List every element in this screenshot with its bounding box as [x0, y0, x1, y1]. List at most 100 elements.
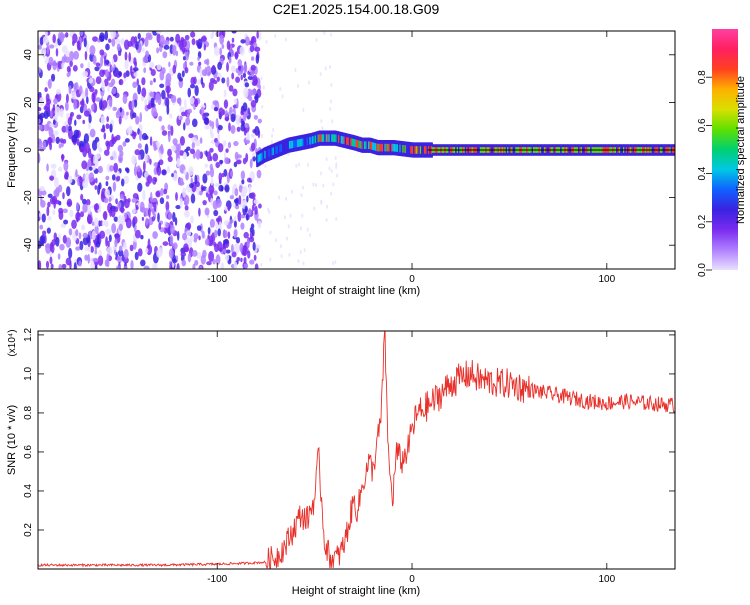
spectrogram-speckle-cell: [187, 253, 192, 263]
spectrogram-speckle-cell: [114, 238, 118, 248]
spectrogram-speckle-cell: [215, 217, 221, 223]
spectrogram-speckle-cell: [199, 265, 203, 269]
spectrogram-speckle-cell: [135, 204, 139, 210]
spectrogram-speckle-cell: [82, 236, 89, 246]
spectrogram-speckle-cell: [74, 119, 77, 126]
spectrogram-speckle-cell: [96, 141, 101, 150]
spectrogram-speckle-cell: [157, 212, 160, 223]
spectrogram-speckle-cell: [39, 112, 46, 119]
spectrogram-speckle-cell: [149, 61, 155, 69]
spectrogram-speckle-cell: [46, 206, 50, 217]
spectrogram-speckle-cell: [243, 231, 249, 239]
snr-x-tick-label: -100: [207, 574, 227, 585]
spectrogram-speckle-cell: [233, 140, 239, 147]
spectrogram-speckle-cell: [230, 244, 234, 254]
spectrogram-ridge-core: [282, 143, 285, 152]
spectrogram-speckle-cell: [111, 174, 116, 181]
spectrogram-speckle-cell: [66, 72, 70, 78]
spectrogram-speckle-cell: [182, 232, 188, 241]
spectrogram-speckle-cell: [53, 97, 58, 105]
spectrogram-speckle-cell: [85, 199, 91, 206]
spectrogram-speckle-cell: [110, 31, 116, 39]
spectrogram-ridge-core: [332, 134, 335, 142]
spectrogram-speckle-cell: [162, 51, 168, 59]
spectrogram-speckle-cell: [225, 148, 229, 153]
spectrogram-speckle-cell: [240, 257, 243, 263]
spectrogram-ridge-core: [384, 143, 387, 152]
spectrogram-speckle-cell: [237, 65, 242, 71]
spectrogram-speckle-cell: [103, 132, 107, 140]
spectrogram-speckle-cell: [157, 95, 162, 106]
snr-series-line: [38, 331, 675, 569]
spectrogram-speckle-cell: [268, 209, 271, 214]
spectrogram-speckle-cell: [153, 143, 157, 152]
spectrogram-speckle-cell: [299, 226, 302, 231]
spectrogram-speckle-cell: [93, 203, 100, 211]
spectrogram-speckle-cell: [38, 44, 42, 50]
spectrogram-ridge-core: [389, 143, 393, 152]
spectrogram-speckle-cell: [85, 142, 90, 154]
spectrogram-speckle-cell: [155, 190, 161, 198]
spectrogram-speckle-cell: [117, 255, 123, 264]
spectrogram-ridge-core: [324, 134, 327, 142]
spectrogram-speckle-cell: [110, 156, 114, 161]
spectrogram-speckle-cell: [334, 156, 337, 161]
spectrogram-speckle-cell: [218, 172, 223, 182]
spectrogram-speckle-cell: [204, 125, 210, 130]
spectrogram-speckle-cell: [320, 119, 323, 124]
spectrogram-ridge-core: [340, 135, 343, 144]
spectrogram-ridge-core: [328, 134, 331, 142]
spectrogram-speckle-cell: [39, 36, 44, 46]
spectrogram-speckle-cell: [39, 224, 44, 230]
spectrogram-speckle-cell: [167, 124, 172, 131]
spectrogram-speckle-cell: [190, 193, 196, 204]
spectrogram-speckle-cell: [84, 254, 89, 261]
spectrogram-speckle-cell: [175, 204, 181, 210]
spectrogram-speckle-cell: [47, 201, 51, 208]
spectrogram-speckle-cell: [227, 231, 231, 239]
spectrogram-speckle-cell: [198, 207, 201, 217]
spectrogram-speckle-cell: [38, 67, 42, 74]
spectrogram-ridge-core: [314, 135, 318, 144]
spectrogram-speckle-cell: [40, 234, 46, 245]
spectrogram-speckle-cell: [234, 98, 238, 105]
spectrogram-speckle-cell: [110, 78, 116, 86]
spectrogram-speckle-cell: [235, 76, 241, 83]
spectrogram-ridge-core: [297, 139, 300, 148]
spectrogram-speckle-cell: [38, 124, 43, 131]
spectrogram-speckle-cell: [55, 88, 61, 95]
spectrogram-speckle-cell: [117, 249, 124, 257]
spectrogram-speckle-cell: [182, 56, 186, 61]
spectrogram-speckle-cell: [153, 112, 158, 117]
spectrogram-speckle-cell: [161, 89, 166, 100]
spectrogram-speckle-cell: [164, 96, 168, 106]
spectrogram-speckle-cell: [329, 65, 332, 70]
spectrogram-speckle-cell: [150, 97, 155, 107]
spectrogram-ridge-core: [395, 144, 398, 152]
spectrogram-speckle-cell: [144, 143, 149, 155]
spectrogram-speckle-cell: [204, 163, 208, 168]
spectrogram-speckle-cell: [190, 215, 194, 224]
spectrogram-speckle-cell: [215, 161, 221, 169]
spectrogram-speckle-cell: [142, 189, 146, 201]
spectrogram-ridge-core: [317, 134, 320, 143]
colorbar: 0.0 0.2 0.4 0.6 0.8 Normalized spectral ampl…: [697, 29, 747, 277]
spectrogram-speckle-cell: [111, 58, 115, 68]
spectrogram-speckle-cell: [60, 223, 65, 228]
spectrogram-speckle-cell: [123, 241, 127, 250]
spectrogram-speckle-cell: [132, 67, 139, 72]
spectrogram-speckle-cell: [61, 45, 68, 54]
snr-x-tick-label: 0: [409, 574, 415, 585]
spectrogram-ridge-core: [301, 138, 304, 147]
spectrogram-speckle-cell: [80, 145, 85, 153]
spectrogram-speckle-cell: [84, 50, 88, 61]
spectrogram-speckle-cell: [163, 39, 170, 46]
spectrogram-speckle-cell: [82, 119, 86, 125]
spectrogram-speckle-cell: [88, 113, 92, 124]
spectrogram-speckle-cell: [75, 169, 78, 178]
spectrogram-speckle-cell: [179, 197, 183, 209]
spectrogram-speckle-cell: [262, 85, 265, 90]
spectrogram-speckle-cell: [92, 165, 96, 171]
spectrogram-speckle-cell: [50, 163, 57, 169]
spectrogram-speckle-cell: [130, 259, 134, 269]
